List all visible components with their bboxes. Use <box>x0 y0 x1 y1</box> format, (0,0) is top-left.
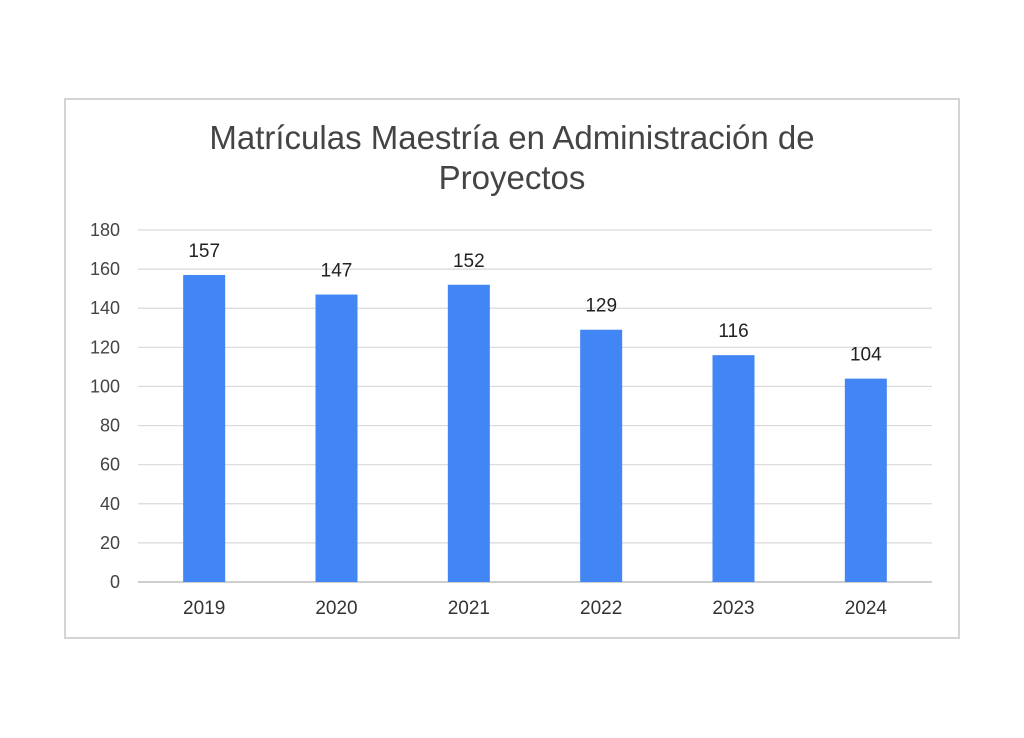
bar-2021 <box>447 284 490 582</box>
y-tick-label: 160 <box>90 259 120 279</box>
bar-2019 <box>183 274 226 582</box>
y-tick-label: 20 <box>100 533 120 553</box>
chart-title-line-1: Matrículas Maestría en Administración de <box>209 119 815 156</box>
y-tick-label: 120 <box>90 337 120 357</box>
bar-2020 <box>315 294 358 582</box>
bar-2023 <box>712 355 755 582</box>
x-tick-label: 2023 <box>712 598 754 619</box>
data-label: 152 <box>453 251 485 272</box>
y-tick-label: 140 <box>90 298 120 318</box>
data-label: 104 <box>850 345 882 366</box>
data-label: 129 <box>585 296 617 317</box>
bar-2024 <box>844 378 887 582</box>
y-tick-label: 80 <box>100 416 120 436</box>
bar-2022 <box>580 329 623 582</box>
x-tick-label: 2022 <box>580 598 622 619</box>
y-tick-label: 0 <box>110 572 120 592</box>
y-tick-label: 40 <box>100 494 120 514</box>
x-tick-label: 2020 <box>315 598 357 619</box>
data-label: 157 <box>188 241 220 262</box>
y-tick-label: 180 <box>90 220 120 240</box>
x-tick-label: 2024 <box>845 598 888 619</box>
chart-title-line-2: Proyectos <box>438 159 586 196</box>
x-tick-label: 2019 <box>183 598 225 619</box>
data-label: 116 <box>718 321 748 342</box>
y-tick-label: 60 <box>100 455 120 475</box>
chart-title: Matrículas Maestría en Administración de… <box>0 118 1024 198</box>
y-tick-label: 100 <box>90 376 120 396</box>
x-tick-label: 2021 <box>448 598 490 619</box>
data-label: 147 <box>321 261 353 282</box>
